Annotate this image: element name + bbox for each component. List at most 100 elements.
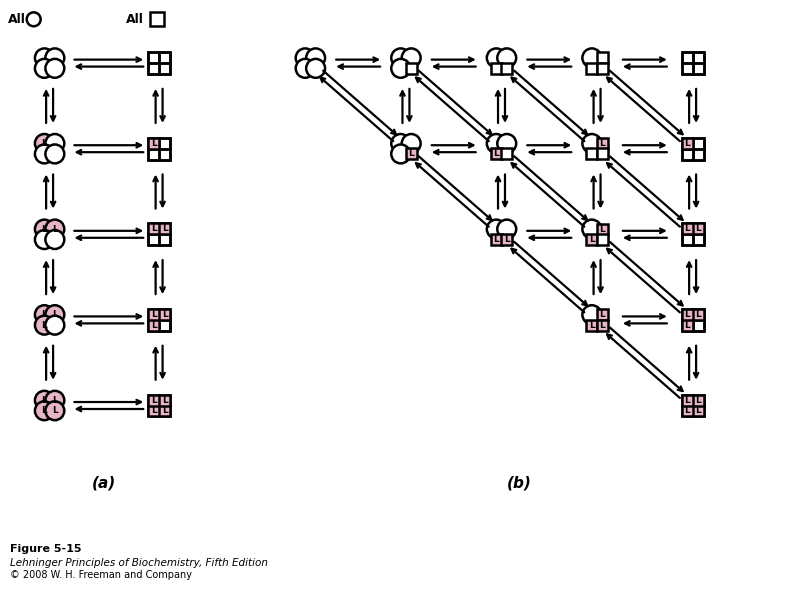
Text: L: L [600,139,605,148]
Text: L: L [151,395,157,404]
Circle shape [45,220,64,239]
Bar [148,52,170,74]
Text: L: L [684,406,690,415]
Circle shape [498,134,517,153]
Bar [682,138,693,149]
Bar [406,63,417,74]
Bar [586,63,597,74]
Circle shape [392,145,411,163]
Circle shape [27,13,40,26]
Text: L: L [684,395,690,404]
Bar [148,309,159,320]
Bar [693,223,703,235]
Text: Lehninger Principles of Biochemistry, Fifth Edition: Lehninger Principles of Biochemistry, Fi… [9,558,268,568]
Bar [490,234,501,245]
Bar [586,148,597,160]
Bar [148,138,170,160]
Bar [682,309,703,331]
Bar [586,320,597,331]
Text: L: L [161,406,168,415]
Text: L: L [52,396,58,405]
Circle shape [45,230,64,249]
Text: L: L [41,320,47,329]
Text: L: L [161,310,168,319]
Bar [159,406,170,416]
Text: All: All [127,13,144,26]
Bar [682,395,703,416]
Circle shape [498,220,517,239]
Bar [148,309,170,331]
Text: (a): (a) [93,475,116,490]
Bar [597,320,607,331]
Circle shape [306,49,325,67]
Bar [148,320,159,331]
Circle shape [582,220,601,239]
Bar [148,138,159,149]
Text: L: L [161,224,168,233]
Bar [501,63,513,74]
Bar [682,223,703,245]
Bar [586,234,597,245]
Text: L: L [408,149,414,158]
Bar [159,395,170,406]
Text: L: L [600,310,605,319]
Bar [150,13,164,26]
Text: L: L [151,406,157,415]
Bar [597,148,607,160]
Circle shape [35,401,54,420]
Text: L: L [52,224,58,233]
Text: L: L [161,395,168,404]
Text: (b): (b) [507,475,532,490]
Bar [148,395,159,406]
Bar [148,52,170,74]
Text: L: L [684,224,690,233]
Text: L: L [41,406,47,415]
Bar [682,406,693,416]
Bar [490,148,501,160]
Text: L: L [695,224,701,233]
Bar [159,223,170,235]
Bar [682,309,693,320]
Bar [597,52,607,64]
Bar [406,148,417,160]
Circle shape [402,134,421,153]
Text: © 2008 W. H. Freeman and Company: © 2008 W. H. Freeman and Company [9,569,191,580]
Bar [682,395,693,406]
Text: L: L [41,224,47,233]
Bar [148,138,170,160]
Text: L: L [684,310,690,319]
Text: L: L [600,224,605,233]
Bar [693,309,703,320]
Circle shape [392,134,411,153]
Circle shape [35,305,54,324]
Bar [682,223,703,245]
Circle shape [306,59,325,78]
Bar [148,395,170,416]
Text: L: L [151,310,157,319]
Bar [148,309,170,331]
Text: L: L [151,321,157,330]
Circle shape [486,220,505,239]
Bar [148,223,170,245]
Circle shape [45,59,64,78]
Circle shape [582,305,601,324]
Text: Figure 5-15: Figure 5-15 [9,544,81,554]
Circle shape [45,145,64,163]
Circle shape [35,220,54,239]
Text: L: L [695,310,701,319]
Text: L: L [695,406,701,415]
Bar [597,138,607,149]
Bar [148,395,170,416]
Bar [693,395,703,406]
Text: L: L [41,310,47,319]
Text: L: L [504,235,509,244]
Text: L: L [151,139,157,148]
Bar [682,52,703,74]
Text: L: L [684,139,690,148]
Text: L: L [600,320,605,329]
Circle shape [35,391,54,410]
Bar [597,309,607,320]
Text: L: L [695,395,701,404]
Text: L: L [52,406,58,415]
Bar [682,52,703,74]
